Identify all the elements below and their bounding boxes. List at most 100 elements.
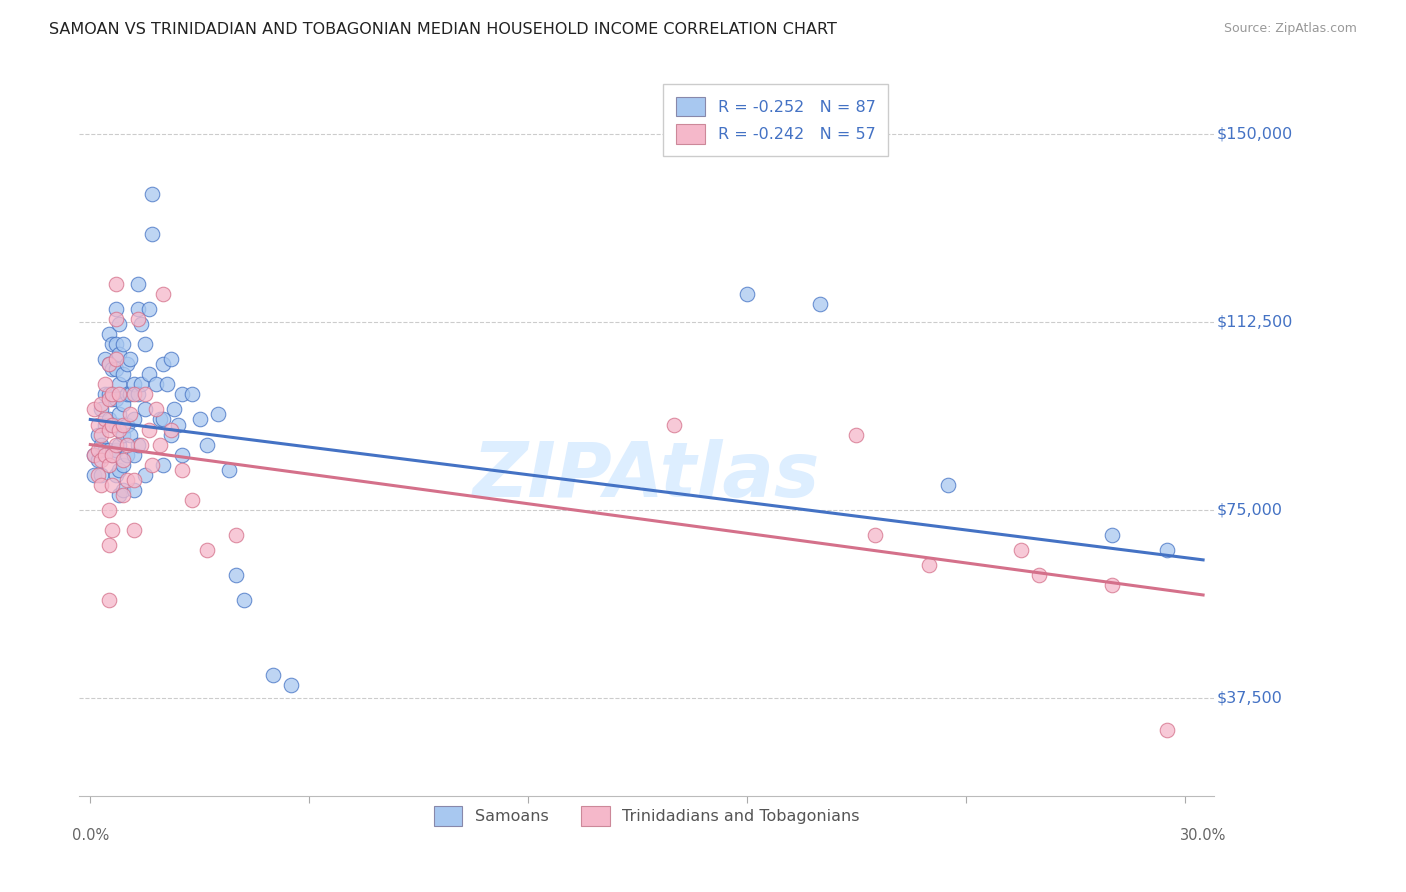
Point bbox=[104, 302, 127, 317]
Point bbox=[1010, 542, 1032, 557]
Point bbox=[131, 317, 153, 331]
Point bbox=[97, 458, 120, 472]
Text: 0.0%: 0.0% bbox=[72, 828, 108, 843]
Point bbox=[1156, 542, 1178, 557]
Point bbox=[104, 392, 127, 407]
Point bbox=[104, 442, 127, 457]
Point bbox=[152, 458, 174, 472]
Point bbox=[104, 417, 127, 432]
Point bbox=[115, 437, 138, 451]
Point bbox=[1156, 723, 1178, 738]
Point bbox=[104, 437, 127, 451]
Point bbox=[112, 488, 135, 502]
Point bbox=[115, 473, 138, 487]
Point bbox=[83, 448, 105, 462]
Point bbox=[122, 387, 145, 401]
Point bbox=[152, 412, 174, 426]
Point bbox=[280, 678, 302, 692]
Text: $37,500: $37,500 bbox=[1216, 690, 1282, 706]
Point bbox=[156, 377, 179, 392]
Point bbox=[94, 352, 117, 367]
Point bbox=[108, 387, 131, 401]
Point bbox=[90, 397, 112, 411]
Point bbox=[207, 408, 229, 422]
Point bbox=[122, 412, 145, 426]
Point bbox=[163, 402, 186, 417]
Point bbox=[101, 417, 124, 432]
Point bbox=[918, 558, 941, 572]
Point bbox=[97, 538, 120, 552]
Point bbox=[104, 277, 127, 292]
Point bbox=[86, 452, 108, 467]
Point bbox=[170, 387, 193, 401]
Text: $112,500: $112,500 bbox=[1216, 314, 1292, 329]
Point bbox=[112, 337, 135, 351]
Point bbox=[141, 186, 163, 201]
Point bbox=[108, 462, 131, 476]
Point bbox=[115, 448, 138, 462]
Point bbox=[134, 337, 156, 351]
Point bbox=[104, 352, 127, 367]
Point bbox=[181, 492, 204, 507]
Text: ZIPAtlas: ZIPAtlas bbox=[472, 439, 820, 513]
Point bbox=[101, 392, 124, 407]
Point bbox=[104, 467, 127, 482]
Point bbox=[225, 528, 247, 542]
Point bbox=[127, 302, 149, 317]
Point bbox=[101, 448, 124, 462]
Point bbox=[104, 337, 127, 351]
Point bbox=[127, 277, 149, 292]
Point bbox=[115, 357, 138, 371]
Point bbox=[115, 387, 138, 401]
Point bbox=[97, 423, 120, 437]
Point bbox=[112, 483, 135, 497]
Point bbox=[134, 402, 156, 417]
Point bbox=[149, 412, 172, 426]
Point bbox=[86, 442, 108, 457]
Point bbox=[141, 227, 163, 241]
Text: Source: ZipAtlas.com: Source: ZipAtlas.com bbox=[1223, 22, 1357, 36]
Point bbox=[101, 523, 124, 537]
Point bbox=[122, 483, 145, 497]
Point bbox=[108, 347, 131, 361]
Point bbox=[108, 408, 131, 422]
Point bbox=[127, 387, 149, 401]
Point bbox=[83, 448, 105, 462]
Point bbox=[134, 387, 156, 401]
Point bbox=[170, 448, 193, 462]
Point bbox=[97, 593, 120, 607]
Point bbox=[90, 437, 112, 451]
Point bbox=[94, 412, 117, 426]
Point bbox=[108, 437, 131, 451]
Point bbox=[138, 368, 160, 382]
Point bbox=[112, 417, 135, 432]
Point bbox=[108, 488, 131, 502]
Point bbox=[159, 423, 181, 437]
Point bbox=[120, 427, 142, 442]
Point bbox=[90, 427, 112, 442]
Point bbox=[188, 412, 211, 426]
Point bbox=[808, 297, 831, 311]
Point bbox=[145, 402, 167, 417]
Point bbox=[112, 427, 135, 442]
Point bbox=[112, 452, 135, 467]
Point bbox=[101, 448, 124, 462]
Point bbox=[195, 437, 218, 451]
Point bbox=[101, 337, 124, 351]
Point bbox=[101, 362, 124, 376]
Point bbox=[97, 357, 120, 371]
Point bbox=[122, 523, 145, 537]
Legend: Samoans, Trinidadians and Tobagonians: Samoans, Trinidadians and Tobagonians bbox=[420, 793, 873, 838]
Point bbox=[97, 412, 120, 426]
Point bbox=[112, 368, 135, 382]
Point bbox=[195, 542, 218, 557]
Point bbox=[90, 452, 112, 467]
Point bbox=[232, 593, 254, 607]
Point bbox=[225, 568, 247, 582]
Point bbox=[262, 668, 284, 682]
Point bbox=[97, 442, 120, 457]
Text: $75,000: $75,000 bbox=[1216, 502, 1282, 517]
Point bbox=[86, 427, 108, 442]
Point bbox=[131, 377, 153, 392]
Point bbox=[122, 377, 145, 392]
